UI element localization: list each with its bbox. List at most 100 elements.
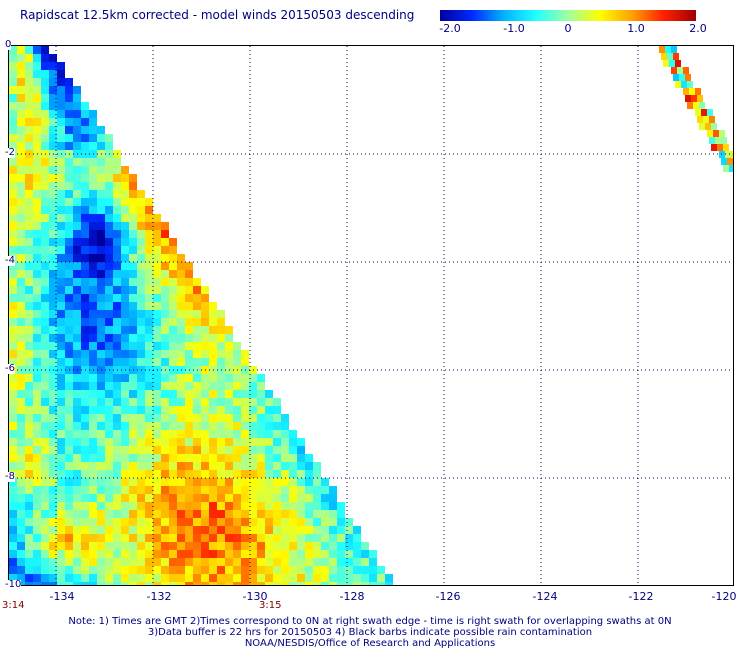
data-cell <box>33 430 41 438</box>
data-cell <box>305 518 313 526</box>
data-cell <box>145 206 153 214</box>
data-cell <box>89 358 97 366</box>
data-cell <box>265 542 273 550</box>
data-cell <box>273 558 281 566</box>
data-cell <box>17 46 25 54</box>
data-cell <box>129 190 137 198</box>
data-cell <box>113 198 121 206</box>
data-cell <box>25 78 33 86</box>
colorbar-label-min: -2.0 <box>439 22 461 35</box>
data-cell <box>73 518 81 526</box>
data-cell <box>41 486 49 494</box>
data-cell <box>33 454 41 462</box>
data-cell <box>177 526 185 534</box>
data-cell <box>145 350 153 358</box>
data-cell <box>273 398 281 406</box>
data-cell <box>313 566 321 574</box>
data-cell <box>81 102 89 110</box>
data-cell <box>145 470 153 478</box>
data-cell <box>233 494 241 502</box>
data-cell <box>57 94 65 102</box>
data-cell <box>89 214 97 222</box>
data-cell <box>81 574 89 582</box>
data-cell <box>193 302 201 310</box>
data-cell <box>193 446 201 454</box>
data-cell <box>81 374 89 382</box>
data-cell <box>9 278 17 286</box>
data-cell <box>89 462 97 470</box>
data-cell <box>9 158 17 166</box>
data-cell <box>81 126 89 134</box>
data-cell <box>225 422 233 430</box>
data-cell <box>281 478 289 486</box>
data-cell <box>193 470 201 478</box>
data-cell <box>297 438 305 446</box>
data-cell <box>121 582 129 585</box>
data-cell <box>345 566 353 574</box>
data-cell <box>9 118 17 126</box>
data-cell <box>25 374 33 382</box>
data-cell <box>241 430 249 438</box>
data-cell <box>57 502 65 510</box>
data-cell <box>97 486 105 494</box>
data-cell <box>305 582 313 585</box>
data-cell <box>241 406 249 414</box>
data-cell <box>185 294 193 302</box>
data-cell <box>89 326 97 334</box>
data-cell <box>33 70 41 78</box>
data-cell <box>153 358 161 366</box>
data-cell <box>257 470 265 478</box>
data-cell <box>65 534 73 542</box>
data-cell <box>73 486 81 494</box>
data-cell <box>321 566 329 574</box>
data-cell <box>715 137 721 144</box>
colorbar-label-max: 2.0 <box>689 22 707 35</box>
data-cell <box>145 430 153 438</box>
data-cell <box>9 206 17 214</box>
data-cell <box>663 60 669 67</box>
data-cell <box>249 558 257 566</box>
data-cell <box>105 166 113 174</box>
data-cell <box>249 438 257 446</box>
data-cell <box>265 494 273 502</box>
data-cell <box>217 478 225 486</box>
data-cell <box>185 438 193 446</box>
data-cell <box>257 374 265 382</box>
data-cell <box>185 550 193 558</box>
data-cell <box>57 574 65 582</box>
data-cell <box>177 398 185 406</box>
data-cell <box>177 358 185 366</box>
data-cell <box>209 518 217 526</box>
data-cell <box>329 582 337 585</box>
data-cell <box>81 470 89 478</box>
data-cell <box>25 454 33 462</box>
data-cell <box>201 318 209 326</box>
data-cell <box>695 109 701 116</box>
data-cell <box>41 142 49 150</box>
data-cell <box>169 398 177 406</box>
data-cell <box>169 246 177 254</box>
data-cell <box>257 454 265 462</box>
y-tick-label: -6 <box>5 363 15 374</box>
data-cell <box>33 470 41 478</box>
data-cell <box>707 109 713 116</box>
data-cell <box>377 574 385 582</box>
data-cell <box>177 518 185 526</box>
data-cell <box>33 118 41 126</box>
data-cell <box>113 582 121 585</box>
data-cell <box>385 582 393 585</box>
data-cell <box>17 310 25 318</box>
data-cell <box>217 422 225 430</box>
data-cell <box>73 558 81 566</box>
data-cell <box>193 358 201 366</box>
data-cell <box>201 358 209 366</box>
data-cell <box>9 54 17 62</box>
data-cell <box>113 502 121 510</box>
data-cell <box>105 254 113 262</box>
data-cell <box>321 534 329 542</box>
data-cell <box>129 262 137 270</box>
data-cell <box>161 318 169 326</box>
data-cell <box>329 566 337 574</box>
data-cell <box>687 81 693 88</box>
data-cell <box>25 462 33 470</box>
